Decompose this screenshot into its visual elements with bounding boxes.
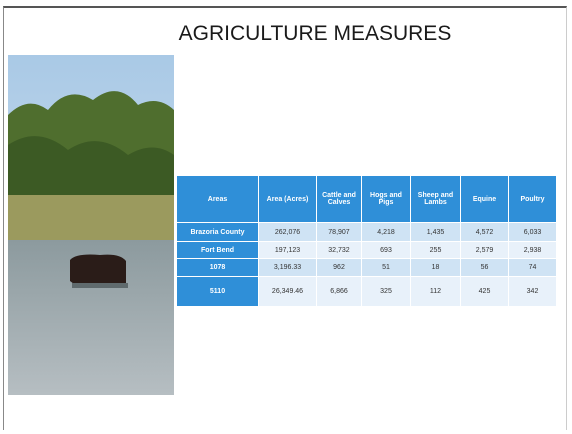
header-cell: Area (Acres) <box>258 175 317 223</box>
data-table: Areas Area (Acres) Cattle and Calves Hogs a… <box>176 175 557 307</box>
table-cell: 325 <box>361 276 411 307</box>
table-cell: 26,349.46 <box>258 276 317 307</box>
table-cell: 56 <box>460 258 509 277</box>
slide-title: AGRICULTURE MEASURES <box>178 22 452 45</box>
table-cell: 693 <box>361 241 411 259</box>
header-row: Areas Area (Acres) Cattle and Calves Hogs a… <box>176 175 557 223</box>
row-label: 5110 <box>176 276 259 307</box>
table-cell: 112 <box>410 276 461 307</box>
header-cell: Poultry <box>508 175 557 223</box>
row-label: 1078 <box>176 258 259 277</box>
table-row: 5110 26,349.46 6,866 325 112 425 342 <box>176 276 557 307</box>
table-cell: 2,579 <box>460 241 509 259</box>
table-row: Brazoria County 262,076 78,907 4,218 1,435 4,… <box>176 222 557 242</box>
table-cell: 342 <box>508 276 557 307</box>
table-cell: 78,907 <box>316 222 362 242</box>
row-label: Fort Bend <box>176 241 259 259</box>
table-cell: 3,196.33 <box>258 258 317 277</box>
table-cell: 1,435 <box>410 222 461 242</box>
table-cell: 255 <box>410 241 461 259</box>
header-cell: Cattle and Calves <box>316 175 362 223</box>
table-cell: 197,123 <box>258 241 317 259</box>
table-cell: 51 <box>361 258 411 277</box>
table-cell: 262,076 <box>258 222 317 242</box>
table-cell: 962 <box>316 258 362 277</box>
table-cell: 4,572 <box>460 222 509 242</box>
table-cell: 6,033 <box>508 222 557 242</box>
table-cell: 18 <box>410 258 461 277</box>
header-cell: Equine <box>460 175 509 223</box>
table-cell: 2,938 <box>508 241 557 259</box>
header-cell: Sheep and Lambs <box>410 175 461 223</box>
table-row: 1078 3,196.33 962 51 18 56 74 <box>176 258 557 277</box>
table-cell: 74 <box>508 258 557 277</box>
header-cell: Hogs and Pigs <box>361 175 411 223</box>
row-label: Brazoria County <box>176 222 259 242</box>
header-cell: Areas <box>176 175 259 223</box>
photo <box>8 55 174 395</box>
table-cell: 4,218 <box>361 222 411 242</box>
table-cell: 32,732 <box>316 241 362 259</box>
table-cell: 6,866 <box>316 276 362 307</box>
frame <box>3 6 567 430</box>
table-cell: 425 <box>460 276 509 307</box>
table-row: Fort Bend 197,123 32,732 693 255 2,579 2,938 <box>176 241 557 259</box>
